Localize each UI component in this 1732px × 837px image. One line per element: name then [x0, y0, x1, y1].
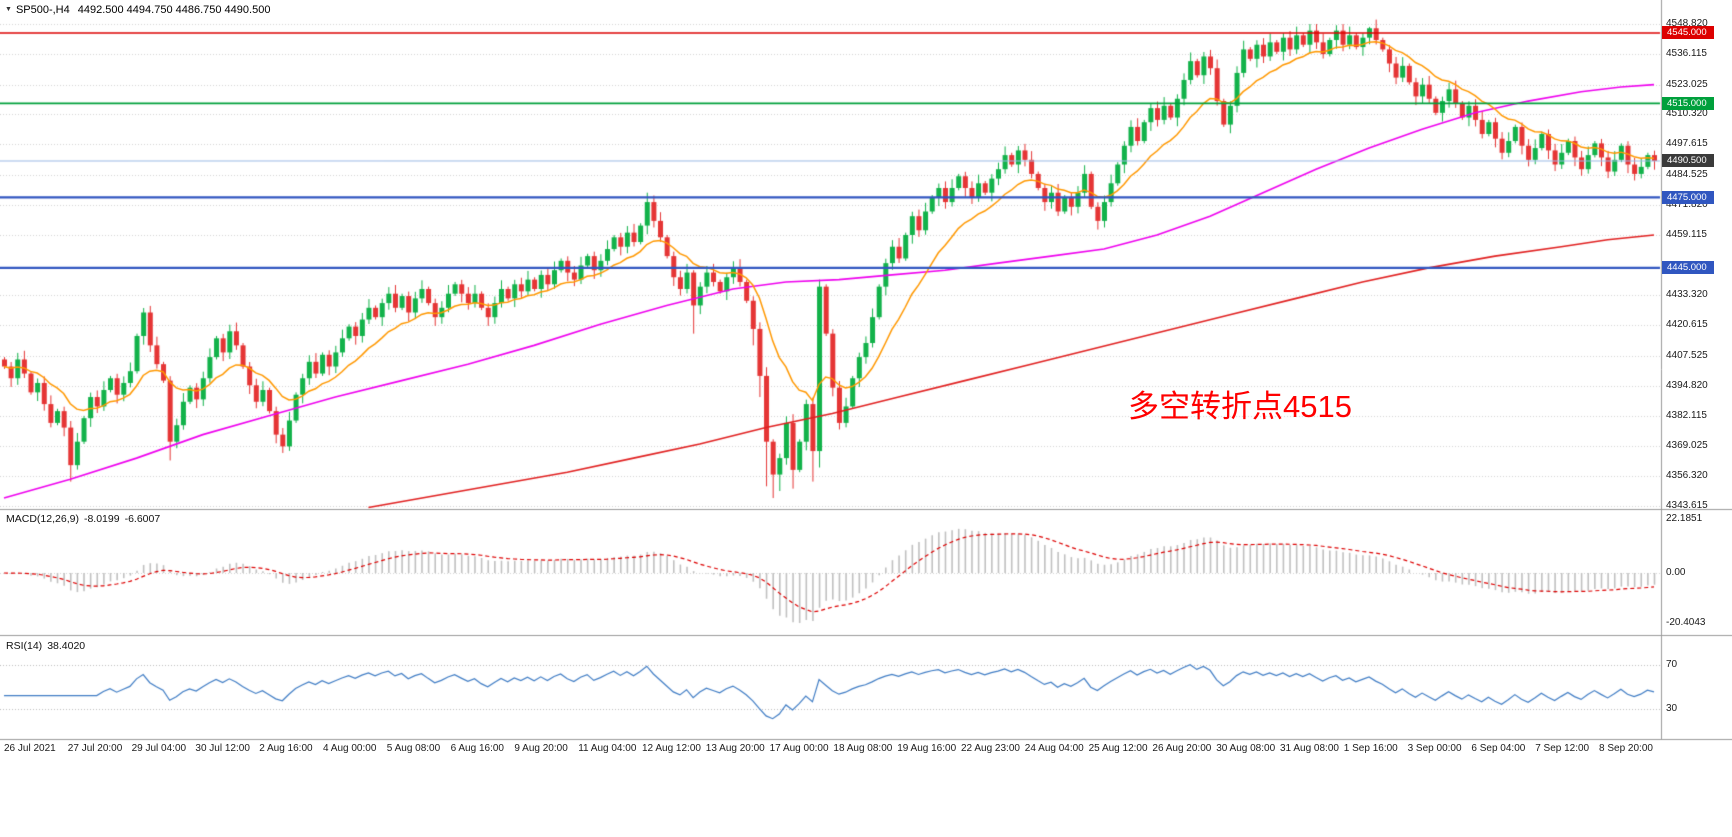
time-axis-label: 27 Jul 20:00	[67, 743, 123, 754]
price-axis-label: 4420.615	[1666, 319, 1708, 331]
time-axis-label: 22 Aug 23:00	[961, 743, 1020, 754]
price-axis-label: 4407.525	[1666, 349, 1708, 361]
price-axis-label: 4484.525	[1666, 169, 1708, 181]
macd-indicator-label: MACD(12,26,9) -8.0199 -6.6007	[6, 513, 165, 525]
chart-title-bar: ▼ SP500-,H4 4492.500 4494.750 4486.750 449…	[5, 4, 270, 16]
price-axis-label: 4471.820	[1666, 198, 1708, 210]
time-axis-label: 26 Aug 20:00	[1152, 743, 1212, 754]
time-axis-label: 25 Aug 12:00	[1088, 743, 1148, 754]
time-axis-label: 1 Sep 16:00	[1343, 743, 1398, 754]
price-axis-label: 4369.025	[1666, 440, 1708, 452]
time-axis-label: 7 Sep 12:00	[1535, 743, 1590, 754]
time-axis-label: 12 Aug 12:00	[642, 743, 701, 754]
macd-main-value: -8.0199	[83, 513, 120, 525]
time-axis-label: 24 Aug 04:00	[1024, 743, 1084, 754]
time-axis-label: 18 Aug 08:00	[833, 743, 893, 754]
time-axis-label: 31 Aug 08:00	[1280, 743, 1339, 754]
price-level-badge: 4475.000	[1662, 190, 1714, 204]
time-axis-label: 29 Jul 04:00	[131, 743, 187, 754]
chart-annotation-text: 多空转折点4515	[1128, 389, 1352, 424]
time-axis-label: 19 Aug 16:00	[897, 743, 957, 754]
macd-name: MACD(12,26,9)	[6, 513, 79, 525]
rsi-value: 38.4020	[47, 640, 86, 652]
time-axis-label: 5 Aug 08:00	[386, 743, 441, 754]
time-axis-label: 26 Jul 2021	[4, 743, 56, 754]
time-axis-label: 30 Aug 08:00	[1216, 743, 1276, 754]
price-level-badge: 4490.500	[1662, 154, 1714, 168]
price-level-badge: 4445.000	[1662, 261, 1714, 275]
price-axis-label: 4394.820	[1666, 379, 1708, 391]
price-axis-label: 4548.820	[1666, 18, 1708, 29]
ohlc-values-label: 4492.500 4494.750 4486.750 4490.500	[77, 4, 271, 16]
time-axis-label: 8 Sep 20:00	[1599, 743, 1653, 754]
rsi-axis-label: 30	[1666, 703, 1678, 714]
symbol-timeframe-label: SP500-,H4	[15, 4, 70, 16]
rsi-axis-label: 70	[1666, 659, 1678, 670]
price-axis-label: 4536.115	[1666, 47, 1707, 59]
rsi-indicator-label: RSI(14) 38.4020	[6, 640, 90, 652]
macd-axis-label: 22.1851	[1666, 512, 1703, 524]
price-level-badge: 4515.000	[1662, 96, 1714, 110]
price-level-badge: 4545.000	[1662, 26, 1714, 40]
price-axis-label: 4459.115	[1666, 228, 1707, 240]
price-axis-label: 4382.115	[1666, 409, 1707, 421]
time-axis-label: 17 Aug 00:00	[769, 743, 829, 754]
price-axis-label: 4510.320	[1666, 108, 1708, 120]
macd-signal-value: -6.6007	[124, 513, 161, 525]
price-axis-label: 4356.320	[1666, 470, 1708, 482]
time-axis-label: 9 Aug 20:00	[514, 743, 568, 754]
time-axis-label: 6 Sep 04:00	[1471, 743, 1526, 754]
price-axis-label: 4497.615	[1666, 138, 1708, 150]
time-axis-label: 3 Sep 00:00	[1407, 743, 1462, 754]
time-axis-label: 6 Aug 16:00	[450, 743, 504, 754]
rsi-name: RSI(14)	[6, 640, 43, 652]
macd-axis-label: -20.4043	[1666, 616, 1706, 628]
time-axis-label: 11 Aug 04:00	[578, 743, 637, 754]
time-axis-label: 13 Aug 20:00	[705, 743, 765, 754]
time-axis-label: 30 Jul 12:00	[195, 743, 250, 754]
macd-axis-label: 0.00	[1666, 567, 1686, 578]
time-axis-label: 4 Aug 00:00	[323, 743, 377, 754]
time-axis-label: 2 Aug 16:00	[259, 743, 313, 754]
price-axis-label: 4523.025	[1666, 78, 1708, 90]
price-axis-label: 4343.615	[1666, 500, 1708, 511]
window-marker-icon: ▼	[5, 6, 12, 13]
price-axis-label: 4433.320	[1666, 289, 1708, 301]
